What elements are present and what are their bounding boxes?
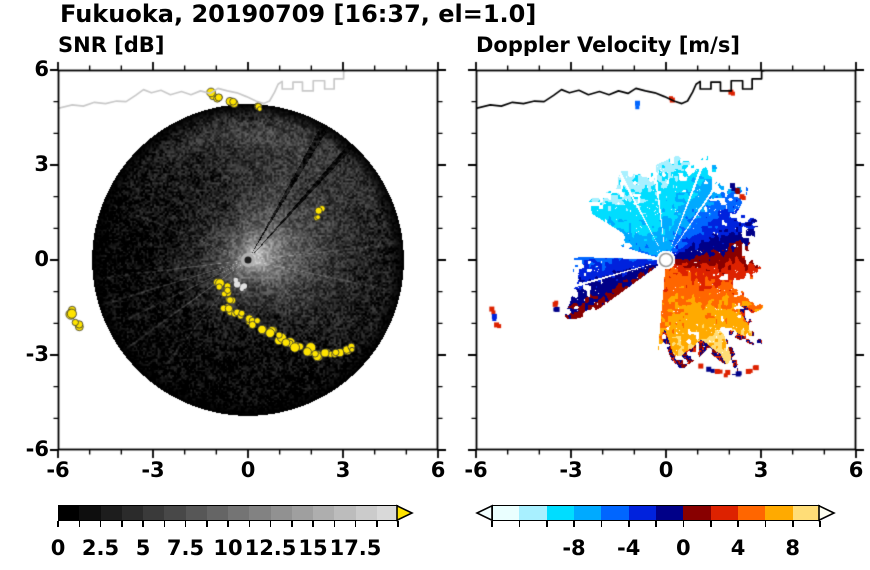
velocity-colorbar-segment	[710, 505, 739, 521]
y-tick-label: -6	[25, 436, 49, 461]
snr-colorbar-segment	[185, 505, 208, 521]
x-tick-label: 0	[240, 458, 256, 482]
velocity-colorbar-segment	[546, 505, 575, 521]
velocity-panel-title: Doppler Velocity [m/s]	[476, 33, 740, 57]
snr-colorbar-tick	[57, 521, 59, 527]
velocity-colorbar-tick	[655, 521, 657, 527]
velocity-colorbar-segment	[519, 505, 548, 521]
velocity-colorbar-tick	[764, 521, 767, 527]
snr-colorbar-segment	[270, 505, 293, 521]
velocity-colorbar-segment	[738, 505, 766, 521]
velocity-colorbar-tick-label: 4	[730, 536, 746, 560]
snr-colorbar-tick-label: 5	[135, 536, 151, 560]
snr-colorbar-tick	[269, 521, 272, 527]
snr-colorbar-tick	[248, 521, 251, 527]
snr-colorbar-tick	[163, 521, 166, 527]
velocity-colorbar-under-arrow	[475, 504, 493, 522]
snr-colorbar-segment	[79, 505, 101, 521]
velocity-colorbar-tick-label: 8	[785, 536, 800, 560]
snr-colorbar-segment	[164, 505, 186, 521]
snr-colorbar-over-arrow	[396, 504, 414, 522]
y-tick-label: 3	[34, 151, 49, 176]
snr-colorbar-tick	[312, 521, 314, 527]
figure-title: Fukuoka, 20190709 [16:37, el=1.0]	[60, 0, 537, 28]
snr-colorbar-tick	[227, 521, 229, 527]
velocity-colorbar-tick	[518, 521, 521, 527]
x-tick-label: -6	[464, 458, 488, 482]
velocity-colorbar-segment	[683, 505, 712, 521]
velocity-colorbar-tick	[627, 521, 630, 527]
velocity-colorbar-tick	[491, 521, 493, 527]
velocity-colorbar-segment	[765, 505, 794, 521]
velocity-colorbar-tick	[709, 521, 712, 527]
snr-panel-title: SNR [dB]	[58, 33, 165, 57]
velocity-colorbar-tick-label: 0	[676, 536, 691, 560]
velocity-colorbar-over-arrow	[818, 504, 836, 522]
velocity-colorbar-tick	[545, 521, 548, 527]
x-tick-label: -3	[141, 458, 165, 482]
snr-colorbar-tick	[78, 521, 81, 527]
velocity-colorbar-tick	[600, 521, 603, 527]
x-tick-label: -3	[559, 458, 583, 482]
snr-colorbar-tick-label: 12.5	[244, 536, 297, 560]
snr-colorbar-tick	[184, 521, 187, 527]
snr-colorbar-tick	[121, 521, 123, 527]
snr-colorbar-segment	[376, 505, 399, 521]
velocity-ppi-plot	[462, 56, 870, 464]
snr-colorbar-segment	[100, 505, 123, 521]
velocity-colorbar-segment	[601, 505, 630, 521]
snr-colorbar-segment	[249, 505, 271, 521]
snr-colorbar-tick-label: 2.5	[81, 536, 120, 560]
y-tick-label: 6	[34, 56, 49, 81]
snr-colorbar-tick	[333, 521, 336, 527]
snr-colorbar-tick	[142, 521, 144, 527]
snr-colorbar-tick	[206, 521, 208, 527]
snr-colorbar-tick	[376, 521, 378, 527]
x-tick-label: 6	[430, 458, 446, 482]
x-tick-label: 3	[753, 458, 769, 482]
x-tick-label: 6	[848, 458, 864, 482]
snr-colorbar-tick	[99, 521, 102, 527]
snr-colorbar-tick	[397, 521, 399, 527]
snr-colorbar-segment	[291, 505, 314, 521]
snr-colorbar-segment	[121, 505, 144, 521]
snr-colorbar-tick-label: 7.5	[166, 536, 205, 560]
snr-ppi-plot	[44, 56, 452, 464]
snr-colorbar-tick-label: 10	[213, 536, 243, 560]
velocity-colorbar-segment	[792, 505, 821, 521]
snr-colorbar-tick-label: 15	[298, 536, 328, 560]
snr-colorbar	[57, 505, 399, 527]
velocity-colorbar-tick	[682, 521, 685, 527]
velocity-colorbar-tick-label: -8	[562, 536, 586, 560]
velocity-colorbar-tick	[737, 521, 739, 527]
snr-colorbar-tick-label: 0	[50, 536, 66, 560]
velocity-colorbar-tick-label: -4	[616, 536, 641, 560]
velocity-colorbar-tick	[791, 521, 794, 527]
y-tick-label: -3	[25, 341, 49, 366]
snr-colorbar-tick	[354, 521, 357, 527]
snr-colorbar-segment	[143, 505, 165, 521]
snr-colorbar-segment	[355, 505, 378, 521]
snr-colorbar-segment	[313, 505, 335, 521]
snr-colorbar-segment	[334, 505, 356, 521]
velocity-colorbar-tick	[573, 521, 575, 527]
snr-colorbar-segment	[58, 505, 80, 521]
x-tick-label: 0	[658, 458, 674, 482]
velocity-colorbar-segment	[574, 505, 602, 521]
snr-colorbar-tick	[291, 521, 293, 527]
snr-colorbar-tick-label: 17.5	[329, 536, 382, 560]
velocity-colorbar-segment	[628, 505, 657, 521]
velocity-colorbar-tick	[819, 521, 821, 527]
snr-colorbar-segment	[206, 505, 229, 521]
x-tick-label: 3	[335, 458, 351, 482]
velocity-colorbar-segment	[656, 505, 684, 521]
velocity-colorbar-segment	[492, 505, 520, 521]
x-tick-label: -6	[46, 458, 70, 482]
snr-colorbar-segment	[228, 505, 250, 521]
y-tick-label: 0	[34, 246, 49, 271]
velocity-colorbar	[491, 505, 821, 527]
